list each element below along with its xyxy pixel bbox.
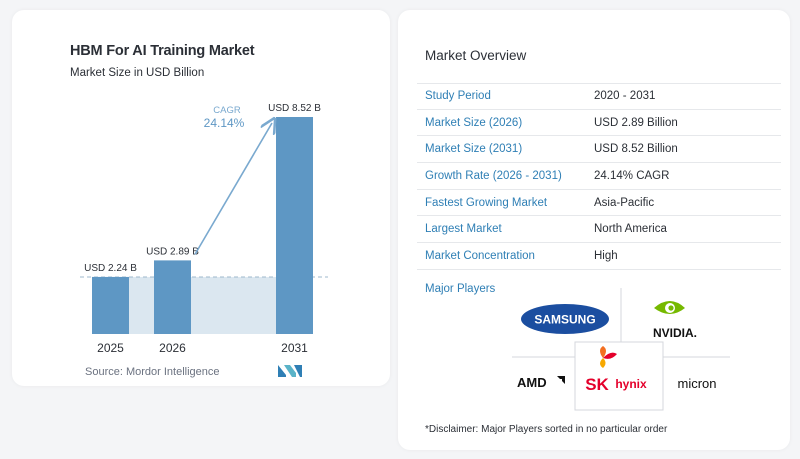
- overview-title: Market Overview: [425, 48, 527, 63]
- table-row: Study Period 2020 - 2031: [417, 83, 781, 110]
- row-value: Asia-Pacific: [594, 196, 655, 209]
- nvidia-text: NVIDIA.: [653, 326, 697, 340]
- row-key: Study Period: [425, 90, 491, 103]
- table-row: Market Size (2026) USD 2.89 Billion: [417, 110, 781, 137]
- value-label-2031: USD 8.52 B: [268, 103, 321, 114]
- mordor-logo-icon: [278, 365, 302, 377]
- sk-hynix-box: [574, 341, 664, 411]
- bar-chart: USD 2.24 B 2025 USD 2.89 B 2026 USD 8.52 B 20…: [80, 103, 328, 355]
- samsung-text: SAMSUNG: [534, 313, 595, 327]
- row-value: High: [594, 249, 618, 262]
- amd-text: AMD: [517, 375, 547, 390]
- table-row: Growth Rate (2026 - 2031) 24.14% CAGR: [417, 163, 781, 190]
- cagr-value: 24.14%: [204, 116, 245, 130]
- value-label-2026: USD 2.89 B: [146, 246, 199, 257]
- chart-subtitle: Market Size in USD Billion: [70, 67, 205, 79]
- amd-arrow-icon: [557, 376, 565, 384]
- row-value: USD 8.52 Billion: [594, 143, 678, 156]
- row-key: Fastest Growing Market: [425, 196, 548, 209]
- nvidia-logo: NVIDIA.: [653, 301, 697, 340]
- table-row: Market Size (2031) USD 8.52 Billion: [417, 136, 781, 164]
- sk-butterfly-icon: [600, 346, 617, 368]
- table-row: Fastest Growing Market Asia-Pacific: [417, 190, 781, 217]
- bar-2031: [276, 117, 313, 334]
- row-value: USD 2.89 Billion: [594, 116, 678, 129]
- category-label-2026: 2026: [159, 341, 186, 355]
- hynix-text: hynix: [615, 377, 647, 391]
- row-key: Growth Rate (2026 - 2031): [425, 169, 562, 182]
- source-note: Source: Mordor Intelligence: [85, 366, 220, 378]
- row-key: Market Size (2031): [425, 143, 523, 156]
- cagr-label: CAGR: [213, 105, 241, 116]
- nvidia-eye-icon: [654, 301, 685, 314]
- category-label-2031: 2031: [281, 341, 308, 355]
- row-key: Largest Market: [425, 223, 502, 236]
- bar-2026: [154, 260, 191, 334]
- sk-text: SK: [585, 375, 609, 394]
- cagr-arrow: [194, 123, 272, 255]
- category-label-2025: 2025: [97, 341, 124, 355]
- table-row: Market Concentration High: [417, 243, 781, 270]
- value-label-2025: USD 2.24 B: [84, 263, 137, 274]
- row-key: Market Size (2026): [425, 116, 523, 129]
- row-value: 24.14% CAGR: [594, 169, 670, 182]
- major-players-grid: SAMSUNG NVIDIA. AMD SK hynix micron: [512, 288, 730, 411]
- disclaimer: *Disclaimer: Major Players sorted in no …: [425, 424, 668, 435]
- row-key: Market Concentration: [425, 249, 535, 262]
- micron-text: micron: [677, 376, 716, 391]
- bar-2025: [92, 276, 129, 334]
- major-players-title: Major Players: [425, 283, 496, 295]
- amd-logo: AMD: [517, 375, 565, 390]
- sk-hynix-logo: SK hynix: [585, 346, 647, 394]
- overview-table: Study Period 2020 - 2031 Market Size (20…: [417, 83, 781, 270]
- row-value: North America: [594, 223, 667, 236]
- chart-title: HBM For AI Training Market: [70, 43, 255, 59]
- row-value: 2020 - 2031: [594, 90, 656, 103]
- samsung-logo: SAMSUNG: [521, 304, 609, 334]
- table-row: Largest Market North America: [417, 216, 781, 244]
- micron-logo: micron: [677, 376, 716, 391]
